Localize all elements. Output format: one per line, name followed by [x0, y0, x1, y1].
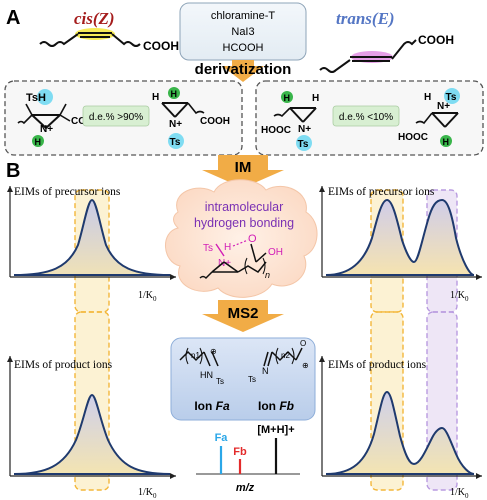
cis-ts-2: Ts: [170, 137, 181, 148]
trans-alkene-structure: COOH: [319, 33, 454, 73]
ion-fb-ts: Ts: [248, 375, 256, 384]
ion-fb-structure: Ts N n2 O ⊕: [248, 339, 309, 384]
cis-aziridine-2: H H N+ Ts COOH: [152, 87, 230, 149]
cis-h-highlight-1: [32, 135, 44, 147]
cis-n-plus-2: N+: [169, 119, 182, 130]
cloud-h: H: [224, 242, 231, 253]
ion-fa-structure: n1 ⊕ HN Ts: [179, 347, 224, 386]
trans-ts-highlight-2: [444, 88, 460, 104]
trans-h-1: H: [284, 93, 291, 103]
title-left-bottom: EIMs of product ions: [14, 359, 113, 371]
ion-fb-n2: n2: [281, 351, 290, 360]
cis-tsh: TsH: [26, 92, 46, 104]
trans-cooh: COOH: [418, 33, 454, 47]
cloud-molecule: Ts H O OH N+ n: [199, 233, 283, 280]
curve-left-top: [13, 198, 171, 276]
trans-aziridine-1: H H HOOC N+ Ts: [261, 91, 319, 151]
xaxis-right-top: 1/K0: [450, 290, 469, 303]
title-left-top: EIMs of precursor ions: [14, 186, 121, 198]
ion-fb-label: Ion Fb: [258, 399, 294, 413]
cis-h-2: H: [171, 89, 178, 99]
ion-fb-n: N: [262, 366, 269, 376]
trans-h-highlight-1: [281, 91, 293, 103]
ms-label-mh: [M+H]+: [257, 424, 294, 436]
title-right-bottom: EIMs of product ions: [328, 359, 427, 371]
trans-h-left-2: H: [424, 92, 431, 103]
im-label: IM: [235, 159, 252, 176]
trans-hooc-2: HOOC: [398, 132, 428, 143]
hydrogen-bond-cloud: [165, 179, 318, 298]
plot-left-precursor: EIMs of precursor ions 1/K0: [7, 186, 176, 313]
reagent-2: NaI3: [231, 26, 254, 38]
derivatization-arrow: [222, 60, 264, 82]
cis-ts-highlight: [37, 89, 53, 105]
trans-de-box: [332, 105, 400, 127]
cis-title: cis(Z): [74, 9, 115, 28]
ms-label-fa: Fa: [215, 432, 229, 444]
trans-h-2: H: [443, 137, 450, 147]
cis-n-plus-1: N+: [40, 124, 53, 135]
ion-fa-ts: Ts: [216, 377, 224, 386]
ion-fa-n1: n1: [191, 351, 200, 360]
cloud-oh: OH: [268, 247, 283, 258]
ion-fb-o: O: [300, 339, 306, 348]
cis-h-left: H: [152, 92, 159, 103]
trans-n-plus-1: N+: [298, 124, 311, 135]
cis-cooh-product-2: COOH: [200, 116, 230, 127]
cloud-o: O: [248, 233, 257, 245]
ms-label-fb: Fb: [233, 446, 247, 458]
cloud-text-2: hydrogen bonding: [194, 216, 294, 230]
trans-hooc-1: HOOC: [261, 125, 291, 136]
curve-right-bottom: [325, 390, 475, 475]
cis-h-highlight-2: [168, 87, 180, 99]
xaxis-left-top: 1/K0: [138, 290, 157, 303]
trans-ts-1: Ts: [298, 139, 309, 150]
trans-de-label: d.e.% <10%: [339, 112, 393, 123]
plot-right-product: EIMs of product ions 1/K0: [319, 311, 482, 500]
panel-a-label: A: [6, 7, 20, 29]
curve-right-top: [325, 198, 475, 276]
trans-n-plus-2: N+: [437, 101, 450, 112]
title-right-top: EIMs of precursor ions: [328, 186, 435, 198]
cloud-n: n: [265, 270, 270, 280]
cis-cooh: COOH: [143, 39, 179, 53]
reagent-3: HCOOH: [223, 42, 264, 54]
trans-h-top: H: [312, 93, 319, 104]
trans-h-highlight-2: [440, 135, 452, 147]
ion-fa-nh: HN: [200, 370, 213, 380]
panel-b-label: B: [6, 160, 20, 182]
ms2-label: MS2: [228, 305, 259, 322]
cloud-ts: Ts: [203, 243, 213, 254]
xaxis-right-bottom: 1/K0: [450, 487, 469, 500]
cis-de-box: [82, 105, 150, 127]
reagent-1: chloramine-T: [211, 10, 275, 22]
ms-x-axis: m/z: [236, 482, 255, 494]
cloud-n-plus: N+: [218, 258, 231, 269]
cloud-text-1: intramolecular: [205, 200, 284, 214]
cis-h-1: H: [35, 137, 42, 147]
cis-de-label: d.e.% >90%: [89, 112, 143, 123]
plot-left-product: EIMs of product ions 1/K0: [7, 311, 176, 500]
ion-fb-plus: ⊕: [302, 361, 309, 370]
ms2-arrow: [202, 300, 284, 332]
trans-title: trans(E): [336, 9, 395, 28]
mass-spectrum: Fa Fb [M+H]+ m/z: [196, 424, 300, 494]
im-arrow: [202, 155, 284, 188]
xaxis-left-bottom: 1/K0: [138, 487, 157, 500]
plot-right-precursor: EIMs of precursor ions 1/K0: [319, 186, 482, 313]
cis-alkene-structure: COOH: [39, 28, 179, 53]
curve-left-bottom: [13, 393, 171, 475]
trans-ts-highlight-1: [296, 135, 312, 151]
trans-ts-2: Ts: [446, 92, 457, 103]
derivatization-label: derivatization: [195, 61, 292, 78]
cis-ts-highlight-2: [168, 133, 184, 149]
ion-fa-label: Ion Fa: [194, 399, 230, 413]
trans-aziridine-2: H Ts N+ HOOC H: [398, 88, 460, 147]
ion-fa-plus: ⊕: [210, 347, 217, 356]
